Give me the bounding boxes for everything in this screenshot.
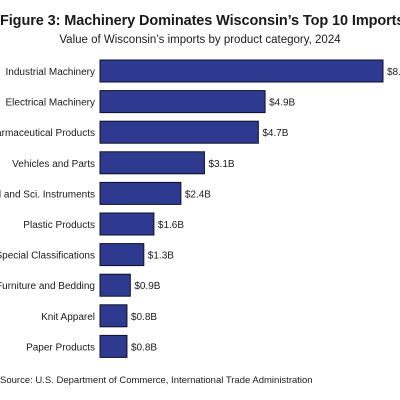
bar-value-label: $0.9B xyxy=(134,281,160,292)
bar xyxy=(99,334,128,358)
chart-title: Figure 3: Machinery Dominates Wisconsin’… xyxy=(0,13,400,29)
category-label: Vehicles and Parts xyxy=(12,159,95,170)
bar-value-label: $2.4B xyxy=(185,189,211,200)
category-label: Plastic Products xyxy=(23,220,95,231)
bar xyxy=(99,273,131,297)
bar xyxy=(99,90,266,114)
bar-value-label: $1.3B xyxy=(148,251,174,262)
bar-value-label: $3.1B xyxy=(208,159,234,170)
bar xyxy=(99,304,128,328)
category-label: Pharmaceutical Products xyxy=(0,128,95,139)
category-label: Optical and Sci. Instruments xyxy=(0,189,95,200)
category-label: Electrical Machinery xyxy=(6,98,95,109)
category-label: Paper Products xyxy=(26,342,95,353)
category-label: Furniture and Bedding xyxy=(0,281,95,292)
bar xyxy=(99,243,145,267)
bar-value-label: $4.7B xyxy=(262,128,288,139)
bar-value-label: $0.8B xyxy=(131,312,157,323)
category-label: Industrial Machinery xyxy=(6,67,95,78)
category-label: Knit Apparel xyxy=(41,312,95,323)
bar-value-label: $4.9B xyxy=(269,98,295,109)
bar xyxy=(99,212,155,236)
bar xyxy=(99,120,259,144)
chart-source: Source: U.S. Department of Commerce, Int… xyxy=(0,375,313,386)
category-label: Special Classifications xyxy=(0,251,95,262)
bar-value-label: $8.4B xyxy=(387,67,400,78)
bar-value-label: $0.8B xyxy=(131,342,157,353)
bar xyxy=(99,59,384,83)
bar xyxy=(99,181,182,205)
chart-subtitle: Value of Wisconsin’s imports by product … xyxy=(59,34,341,46)
bar xyxy=(99,151,205,175)
bar-value-label: $1.6B xyxy=(158,220,184,231)
